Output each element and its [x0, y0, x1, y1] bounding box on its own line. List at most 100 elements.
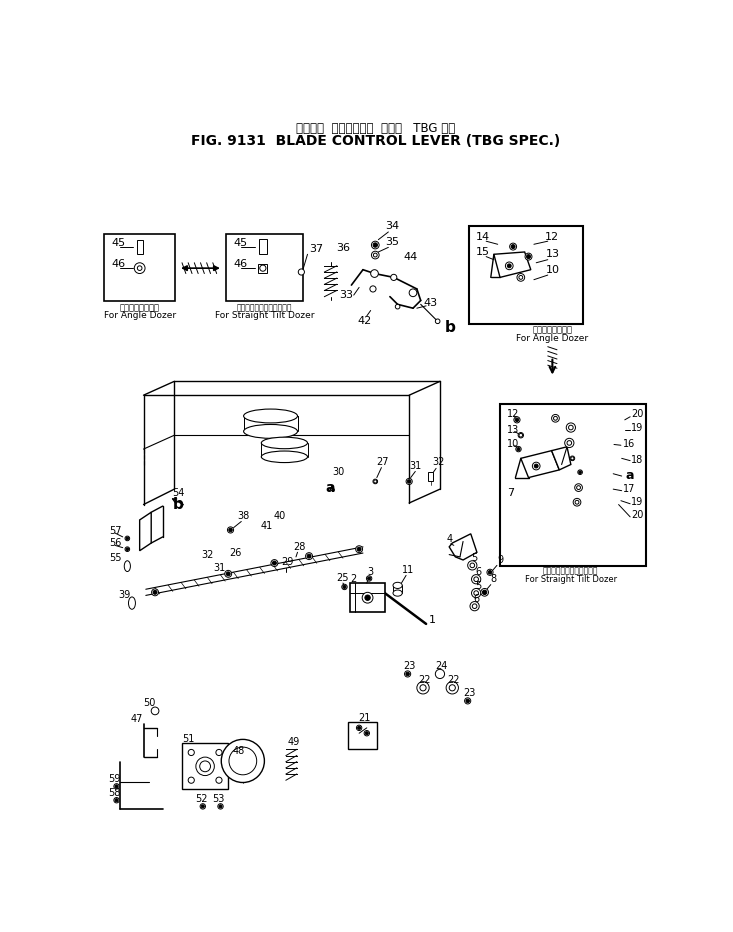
Circle shape: [395, 305, 400, 309]
Circle shape: [273, 561, 276, 565]
Text: 56: 56: [108, 538, 121, 548]
Circle shape: [472, 604, 477, 609]
Text: For Straight Tilt Dozer: For Straight Tilt Dozer: [215, 311, 314, 321]
Bar: [428, 473, 433, 482]
Text: 10: 10: [507, 440, 519, 449]
Circle shape: [488, 570, 492, 574]
Text: 6: 6: [476, 568, 482, 577]
Text: 25: 25: [336, 572, 349, 582]
Circle shape: [514, 417, 520, 423]
Circle shape: [229, 528, 232, 532]
Circle shape: [306, 553, 312, 559]
Circle shape: [342, 584, 347, 590]
Circle shape: [470, 563, 474, 568]
Circle shape: [481, 588, 488, 596]
Circle shape: [487, 569, 493, 575]
Text: 19: 19: [631, 498, 643, 507]
Circle shape: [366, 576, 372, 582]
Circle shape: [518, 432, 523, 438]
Text: 55: 55: [108, 554, 121, 564]
Circle shape: [465, 698, 471, 704]
Bar: [347, 722, 377, 749]
Text: 44: 44: [404, 252, 418, 262]
Text: 8: 8: [490, 574, 496, 584]
Circle shape: [227, 527, 234, 533]
Circle shape: [471, 588, 481, 597]
Circle shape: [575, 484, 583, 491]
Text: 1: 1: [429, 615, 435, 625]
Bar: [226, 234, 303, 301]
Circle shape: [126, 548, 129, 551]
Circle shape: [373, 479, 377, 484]
Text: 54: 54: [172, 488, 184, 498]
Circle shape: [196, 757, 214, 775]
Circle shape: [126, 537, 129, 540]
Circle shape: [579, 471, 581, 473]
Text: a: a: [625, 469, 633, 482]
Text: 13: 13: [545, 249, 559, 259]
Text: 10: 10: [545, 265, 559, 275]
Circle shape: [152, 589, 158, 596]
Circle shape: [509, 243, 517, 250]
Text: 52: 52: [195, 794, 207, 804]
Circle shape: [357, 547, 361, 551]
Text: ストレートチルトドーザ用: ストレートチルトドーザ用: [543, 567, 599, 575]
Text: 2: 2: [350, 574, 357, 584]
Text: 48: 48: [232, 746, 244, 756]
Circle shape: [409, 289, 417, 296]
Circle shape: [482, 590, 487, 595]
Text: 14: 14: [476, 231, 490, 241]
Text: 58: 58: [108, 788, 120, 798]
Circle shape: [446, 681, 458, 694]
Text: FIG. 9131  BLADE CONTROL LEVER (TBG SPEC.): FIG. 9131 BLADE CONTROL LEVER (TBG SPEC.…: [191, 134, 560, 148]
Text: 57: 57: [108, 527, 121, 537]
Circle shape: [405, 671, 410, 677]
Circle shape: [566, 423, 575, 432]
Text: 40: 40: [273, 511, 286, 521]
Ellipse shape: [243, 424, 298, 438]
Circle shape: [114, 798, 119, 802]
Text: 32: 32: [202, 550, 213, 559]
Circle shape: [470, 601, 479, 610]
Circle shape: [474, 577, 479, 582]
Circle shape: [532, 462, 540, 470]
Circle shape: [517, 447, 520, 451]
Text: 27: 27: [376, 458, 388, 467]
Text: 34: 34: [385, 221, 399, 231]
Text: 28: 28: [294, 541, 306, 552]
Bar: [104, 234, 175, 301]
Circle shape: [373, 243, 377, 247]
Circle shape: [569, 425, 573, 430]
Ellipse shape: [393, 590, 402, 596]
Ellipse shape: [125, 561, 130, 571]
Text: 36: 36: [336, 243, 350, 254]
Polygon shape: [494, 252, 531, 278]
Circle shape: [577, 486, 581, 489]
Circle shape: [371, 269, 378, 278]
Text: b: b: [444, 320, 455, 335]
Text: 32: 32: [432, 458, 445, 467]
Circle shape: [519, 433, 523, 437]
Polygon shape: [552, 446, 571, 470]
Circle shape: [364, 731, 369, 736]
Circle shape: [507, 264, 511, 267]
Text: 33: 33: [339, 290, 353, 300]
Circle shape: [420, 685, 426, 691]
Text: 7: 7: [507, 488, 514, 498]
Circle shape: [365, 732, 369, 734]
Circle shape: [516, 446, 521, 452]
Circle shape: [511, 244, 515, 249]
Text: 21: 21: [358, 713, 371, 723]
Ellipse shape: [262, 451, 308, 462]
Circle shape: [125, 536, 130, 541]
Text: 51: 51: [182, 734, 194, 745]
Circle shape: [519, 276, 523, 280]
Text: 53: 53: [212, 794, 224, 804]
Text: 50: 50: [143, 698, 155, 708]
Circle shape: [356, 546, 363, 553]
Ellipse shape: [243, 409, 298, 423]
Text: 23: 23: [403, 661, 416, 671]
Text: 6: 6: [473, 595, 479, 604]
Circle shape: [575, 500, 579, 504]
Circle shape: [188, 749, 194, 756]
